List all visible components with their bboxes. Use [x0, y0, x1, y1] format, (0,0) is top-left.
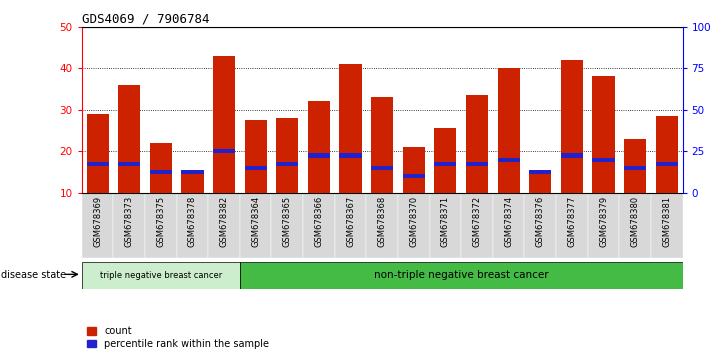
Bar	[592, 158, 614, 162]
Bar	[561, 153, 583, 158]
Text: GSM678371: GSM678371	[441, 196, 450, 247]
Text: GSM678372: GSM678372	[473, 196, 481, 247]
Bar	[498, 68, 520, 193]
Bar	[429, 193, 461, 258]
Text: GSM678367: GSM678367	[346, 196, 355, 247]
Bar	[529, 170, 551, 174]
Text: GSM678382: GSM678382	[220, 196, 228, 247]
Bar	[366, 193, 398, 258]
Bar	[308, 153, 330, 158]
Bar	[118, 162, 140, 166]
Bar	[113, 193, 145, 258]
Text: GSM678380: GSM678380	[631, 196, 640, 247]
Bar	[82, 262, 240, 289]
Bar	[245, 120, 267, 193]
Bar	[525, 193, 556, 258]
Bar	[82, 193, 113, 258]
Bar	[656, 162, 678, 166]
Text: GSM678369: GSM678369	[93, 196, 102, 247]
Bar	[529, 174, 551, 193]
Bar	[402, 174, 425, 178]
Bar	[181, 172, 203, 193]
Text: GSM678364: GSM678364	[251, 196, 260, 247]
Bar	[624, 166, 646, 170]
Bar	[466, 95, 488, 193]
Text: GSM678376: GSM678376	[536, 196, 545, 247]
Text: GDS4069 / 7906784: GDS4069 / 7906784	[82, 12, 209, 25]
Bar	[624, 139, 646, 193]
Bar	[371, 166, 393, 170]
Bar	[434, 162, 456, 166]
Text: GSM678375: GSM678375	[156, 196, 166, 247]
Bar	[150, 170, 172, 174]
Bar	[339, 153, 362, 158]
Bar	[87, 162, 109, 166]
Text: non-triple negative breast cancer: non-triple negative breast cancer	[374, 270, 548, 280]
Text: GSM678379: GSM678379	[599, 196, 608, 247]
Bar	[619, 193, 651, 258]
Bar	[656, 116, 678, 193]
Text: GSM678378: GSM678378	[188, 196, 197, 247]
Bar	[335, 193, 366, 258]
Bar	[240, 262, 683, 289]
Bar	[588, 193, 619, 258]
Bar	[213, 149, 235, 153]
Bar	[498, 158, 520, 162]
Bar	[651, 193, 683, 258]
Bar	[308, 101, 330, 193]
Bar	[245, 166, 267, 170]
Bar	[402, 147, 425, 193]
Bar	[277, 162, 299, 166]
Bar	[87, 114, 109, 193]
Text: GSM678365: GSM678365	[283, 196, 292, 247]
Text: triple negative breast cancer: triple negative breast cancer	[100, 271, 222, 280]
Text: GSM678368: GSM678368	[378, 196, 387, 247]
Text: GSM678366: GSM678366	[314, 196, 324, 247]
Bar	[461, 193, 493, 258]
Bar	[181, 170, 203, 174]
Bar	[466, 162, 488, 166]
Bar	[493, 193, 525, 258]
Bar	[277, 118, 299, 193]
Text: GSM678374: GSM678374	[504, 196, 513, 247]
Text: GSM678377: GSM678377	[567, 196, 577, 247]
Bar	[592, 76, 614, 193]
Bar	[213, 56, 235, 193]
Bar	[150, 143, 172, 193]
Bar	[176, 193, 208, 258]
Bar	[272, 193, 303, 258]
Bar	[561, 60, 583, 193]
Text: GSM678381: GSM678381	[662, 196, 671, 247]
Text: GSM678370: GSM678370	[410, 196, 418, 247]
Bar	[434, 129, 456, 193]
Legend: count, percentile rank within the sample: count, percentile rank within the sample	[87, 326, 269, 349]
Bar	[208, 193, 240, 258]
Bar	[240, 193, 272, 258]
Text: GSM678373: GSM678373	[124, 196, 134, 247]
Bar	[339, 64, 362, 193]
Bar	[118, 85, 140, 193]
Bar	[371, 97, 393, 193]
Bar	[398, 193, 429, 258]
Text: disease state: disease state	[1, 270, 66, 280]
Bar	[556, 193, 588, 258]
Bar	[145, 193, 176, 258]
Bar	[303, 193, 335, 258]
